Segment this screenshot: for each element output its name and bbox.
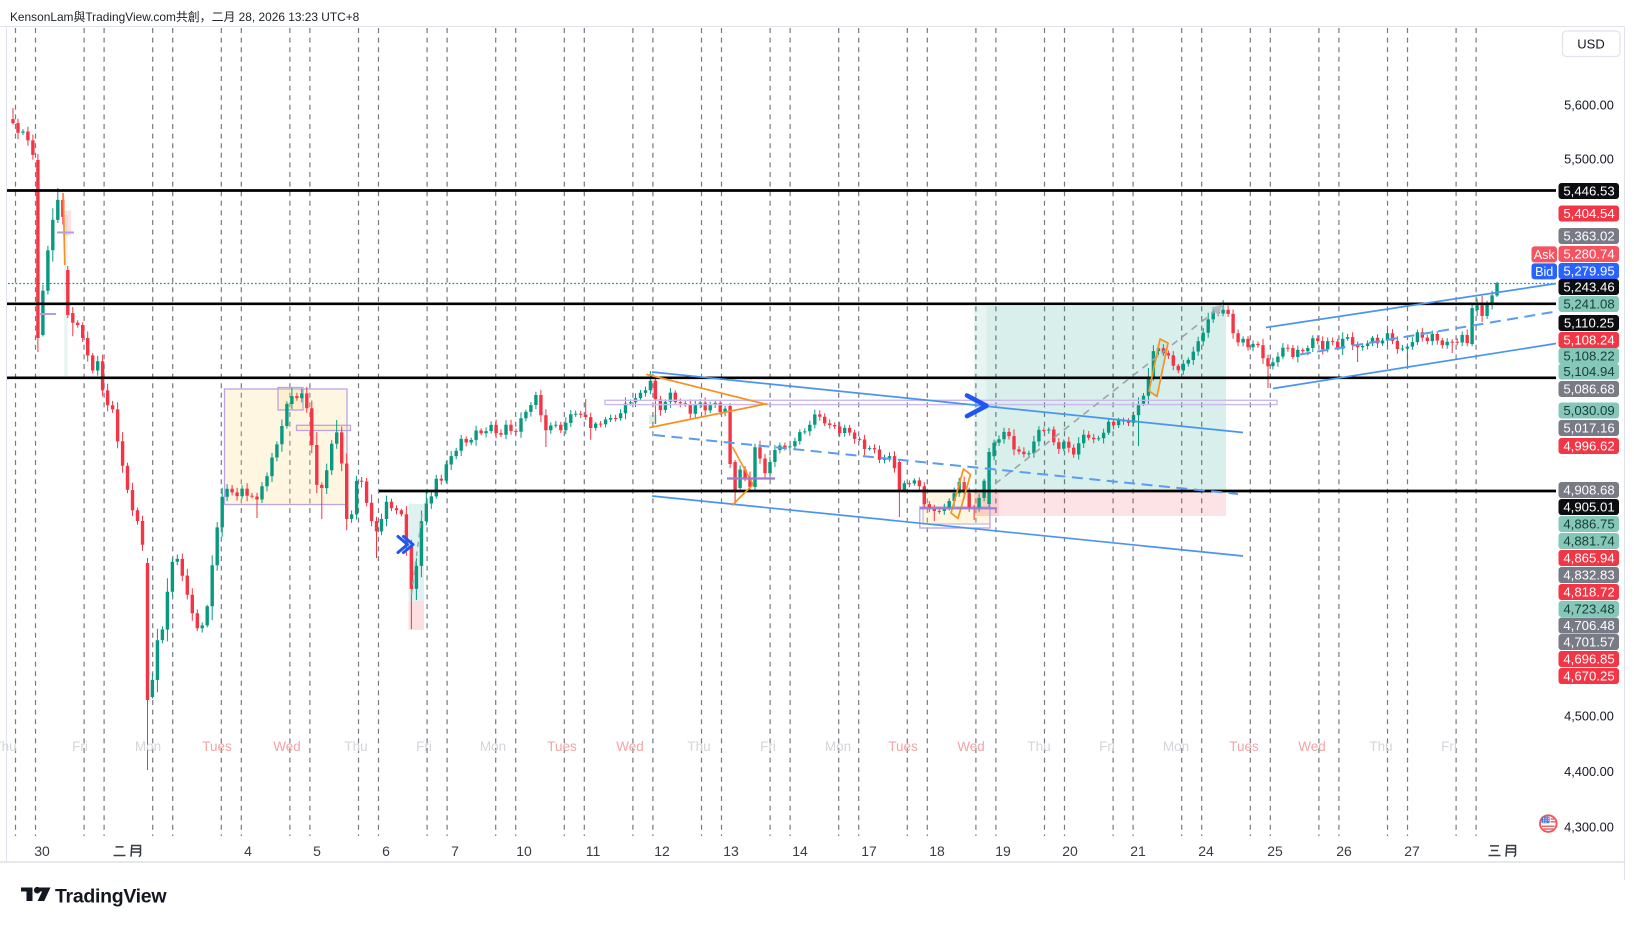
svg-text:Fri: Fri xyxy=(72,739,88,754)
svg-text:18: 18 xyxy=(929,843,945,859)
svg-text:5,279.95: 5,279.95 xyxy=(1563,264,1614,279)
svg-text:5,241.08: 5,241.08 xyxy=(1563,297,1614,312)
svg-text:5,110.25: 5,110.25 xyxy=(1564,316,1614,331)
svg-text:20: 20 xyxy=(1062,843,1078,859)
svg-text:21: 21 xyxy=(1130,843,1146,859)
svg-text:4,881.74: 4,881.74 xyxy=(1563,534,1614,549)
svg-text:Fri: Fri xyxy=(760,739,776,754)
svg-text:4,696.85: 4,696.85 xyxy=(1563,652,1614,667)
svg-text:4,723.48: 4,723.48 xyxy=(1563,602,1614,617)
svg-text:26: 26 xyxy=(1336,843,1352,859)
svg-text:Mon: Mon xyxy=(135,739,161,754)
svg-text:24: 24 xyxy=(1198,843,1214,859)
svg-text:5,030.09: 5,030.09 xyxy=(1563,403,1614,418)
svg-text:Tues: Tues xyxy=(547,739,577,754)
svg-text:25: 25 xyxy=(1267,843,1283,859)
svg-text:Thu: Thu xyxy=(344,739,367,754)
svg-text:Thu: Thu xyxy=(1027,739,1050,754)
svg-text:Ask: Ask xyxy=(1534,248,1556,262)
svg-text:5,108.24: 5,108.24 xyxy=(1563,333,1614,348)
svg-text:Mon: Mon xyxy=(825,739,851,754)
svg-text:6: 6 xyxy=(382,843,390,859)
svg-text:5,500.00: 5,500.00 xyxy=(1564,152,1614,167)
svg-text:5,280.74: 5,280.74 xyxy=(1563,247,1614,262)
svg-text:Mon: Mon xyxy=(480,739,506,754)
svg-text:4,818.72: 4,818.72 xyxy=(1563,585,1614,600)
svg-text:5,243.46: 5,243.46 xyxy=(1563,280,1614,295)
svg-text:5,600.00: 5,600.00 xyxy=(1564,98,1614,113)
svg-text:5: 5 xyxy=(313,843,321,859)
svg-text:5,086.68: 5,086.68 xyxy=(1563,382,1614,397)
svg-text:5,017.16: 5,017.16 xyxy=(1563,421,1614,436)
svg-text:Wed: Wed xyxy=(957,739,985,754)
svg-text:4,905.01: 4,905.01 xyxy=(1563,500,1614,515)
svg-text:Wed: Wed xyxy=(616,739,644,754)
svg-text:4,500.00: 4,500.00 xyxy=(1564,709,1614,724)
svg-text:5,404.54: 5,404.54 xyxy=(1563,206,1614,221)
svg-text:4: 4 xyxy=(244,843,252,859)
svg-text:Thu: Thu xyxy=(0,739,17,754)
svg-text:30: 30 xyxy=(34,843,50,859)
svg-text:Fri: Fri xyxy=(416,739,432,754)
svg-text:4,300.00: 4,300.00 xyxy=(1564,820,1614,835)
svg-text:Thu: Thu xyxy=(1369,739,1392,754)
svg-text:5,104.94: 5,104.94 xyxy=(1563,364,1614,379)
svg-text:11: 11 xyxy=(586,843,601,859)
svg-text:4,701.57: 4,701.57 xyxy=(1563,635,1614,650)
svg-text:4,886.75: 4,886.75 xyxy=(1563,517,1614,532)
svg-text:Bid: Bid xyxy=(1535,265,1553,279)
svg-text:4,706.48: 4,706.48 xyxy=(1563,618,1614,633)
svg-text:Tues: Tues xyxy=(202,739,232,754)
svg-text:4,996.62: 4,996.62 xyxy=(1563,439,1614,454)
svg-text:4,908.68: 4,908.68 xyxy=(1563,483,1614,498)
svg-text:4,400.00: 4,400.00 xyxy=(1564,764,1614,779)
svg-text:Wed: Wed xyxy=(1298,739,1326,754)
svg-text:Thu: Thu xyxy=(687,739,710,754)
svg-text:Mon: Mon xyxy=(1163,739,1189,754)
svg-text:Fri: Fri xyxy=(1099,739,1115,754)
svg-text:Fri: Fri xyxy=(1441,739,1457,754)
svg-text:5,108.22: 5,108.22 xyxy=(1563,349,1614,364)
svg-text:7: 7 xyxy=(451,843,459,859)
svg-text:10: 10 xyxy=(516,843,532,859)
svg-text:5,446.53: 5,446.53 xyxy=(1563,184,1614,199)
svg-text:4,832.83: 4,832.83 xyxy=(1563,568,1614,583)
svg-text:Tues: Tues xyxy=(888,739,918,754)
svg-text:27: 27 xyxy=(1404,843,1420,859)
svg-text:5,363.02: 5,363.02 xyxy=(1563,229,1614,244)
svg-text:4,670.25: 4,670.25 xyxy=(1563,669,1614,684)
svg-text:12: 12 xyxy=(654,843,670,859)
svg-text:Wed: Wed xyxy=(273,739,301,754)
svg-text:19: 19 xyxy=(995,843,1011,859)
svg-text:4,865.94: 4,865.94 xyxy=(1563,551,1614,566)
svg-text:USD: USD xyxy=(1577,37,1604,52)
svg-text:13: 13 xyxy=(723,843,739,859)
svg-text:TradingView: TradingView xyxy=(55,886,167,908)
svg-text:17: 17 xyxy=(861,843,877,859)
svg-text:Tues: Tues xyxy=(1229,739,1259,754)
svg-text:14: 14 xyxy=(792,843,808,859)
